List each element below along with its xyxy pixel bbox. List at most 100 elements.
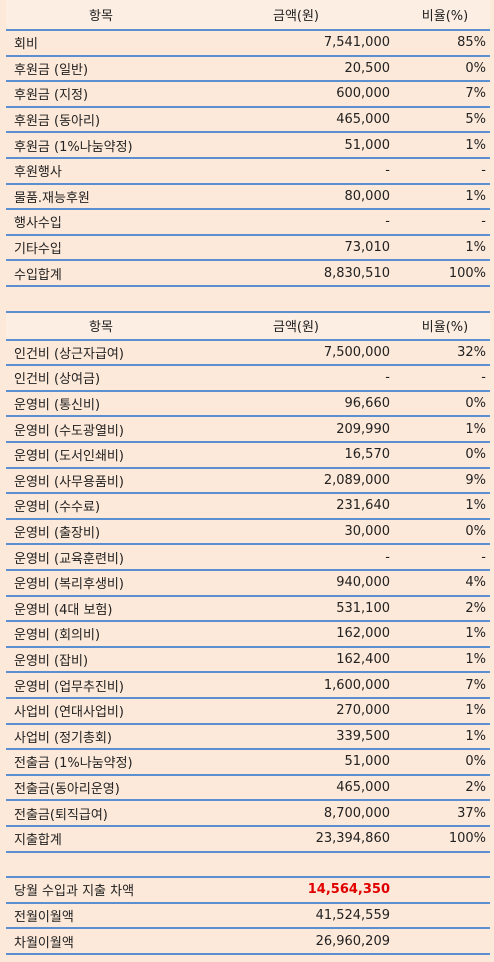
ratio: 1% xyxy=(465,188,486,204)
ratio: 2% xyxy=(465,600,486,616)
item: 전출금 (1%나눔약정) xyxy=(14,756,133,772)
amount: 940,000 xyxy=(336,575,390,591)
amount: - xyxy=(385,549,390,565)
item: 후원금 (1%나눔약정) xyxy=(14,139,133,155)
amount: 270,000 xyxy=(336,703,390,719)
amount: - xyxy=(385,370,390,386)
amount: 14,564,350 xyxy=(307,882,390,898)
item: 운영비 (업무추진비) xyxy=(14,679,124,695)
ratio: 0% xyxy=(465,396,486,412)
amount: 7,541,000 xyxy=(323,35,390,51)
amount: 금액(원) xyxy=(272,9,320,24)
spacer-row xyxy=(6,287,490,313)
table-row: 물품.재능후원 80,000 1% xyxy=(6,185,490,211)
table-row: 운영비 (출장비) 30,000 0% xyxy=(6,520,490,546)
item: 지출합계 xyxy=(14,833,62,849)
item: 회비 xyxy=(14,37,38,53)
item: 전출금(퇴직급여) xyxy=(14,807,108,823)
item: 후원금 (동아리) xyxy=(14,114,101,130)
item: 항목 xyxy=(89,9,113,24)
item: 인건비 (상근자급여) xyxy=(14,346,124,362)
ratio: 1% xyxy=(465,421,486,437)
item: 운영비 (통신비) xyxy=(14,398,101,414)
ratio: 1% xyxy=(465,652,486,668)
amount: 80,000 xyxy=(344,188,391,204)
item: 수입합계 xyxy=(14,267,62,283)
table-row: 지출합계 23,394,860 100% xyxy=(6,827,490,853)
ratio: 비율(%) xyxy=(421,9,469,24)
amount: 73,010 xyxy=(344,240,391,256)
table-row: 운영비 (회의비) 162,000 1% xyxy=(6,622,490,648)
ratio: - xyxy=(481,370,486,386)
summary-row: 차월이월액 26,960,209 xyxy=(6,929,490,955)
amount: 26,960,209 xyxy=(315,933,390,949)
amount: 1,600,000 xyxy=(323,677,390,693)
ratio: 1% xyxy=(465,703,486,719)
item: 후원금 (일반) xyxy=(14,62,89,78)
table-row: 후원금 (1%나눔약정) 51,000 1% xyxy=(6,133,490,159)
summary-row: 전월이월액 41,524,559 xyxy=(6,904,490,930)
ratio: 0% xyxy=(465,447,486,463)
item: 운영비 (수수료) xyxy=(14,500,101,516)
item: 차월이월액 xyxy=(14,935,74,951)
ratio: 4% xyxy=(465,575,486,591)
ratio: 5% xyxy=(465,112,486,128)
amount: 339,500 xyxy=(336,728,390,744)
amount: 41,524,559 xyxy=(315,908,390,924)
item: 운영비 (잡비) xyxy=(14,654,89,670)
amount: 7,500,000 xyxy=(323,344,390,360)
header-row: 항목 금액(원) 비율(%) xyxy=(6,312,490,341)
item: 운영비 (복리후생비) xyxy=(14,577,124,593)
ratio: 0% xyxy=(465,60,486,76)
table-row: 사업비 (연대사업비) 270,000 1% xyxy=(6,699,490,725)
table-row: 전출금(동아리운영) 465,000 2% xyxy=(6,776,490,802)
table-row: 후원금 (지정) 600,000 7% xyxy=(6,82,490,108)
ratio: 100% xyxy=(448,265,486,281)
ratio: 1% xyxy=(465,728,486,744)
amount: 16,570 xyxy=(344,447,391,463)
amount: 금액(원) xyxy=(272,320,320,336)
item: 당월 수입과 지출 차액 xyxy=(14,884,135,900)
amount: 30,000 xyxy=(344,524,391,540)
amount: 23,394,860 xyxy=(315,831,390,847)
ratio: - xyxy=(481,163,486,179)
ratio: 7% xyxy=(465,86,486,102)
table-row: 운영비 (수도광열비) 209,990 1% xyxy=(6,417,490,443)
item: 후원금 (지정) xyxy=(14,88,89,104)
item: 운영비 (4대 보험) xyxy=(14,602,113,618)
ratio: 0% xyxy=(465,754,486,770)
item: 행사수입 xyxy=(14,216,62,232)
ratio: 1% xyxy=(465,498,486,514)
table-row: 전출금 (1%나눔약정) 51,000 0% xyxy=(6,750,490,776)
amount: 8,700,000 xyxy=(323,805,390,821)
table-row: 운영비 (사무용품비) 2,089,000 9% xyxy=(6,469,490,495)
item: 전출금(동아리운영) xyxy=(14,782,120,798)
table-row: 운영비 (4대 보험) 531,100 2% xyxy=(6,597,490,623)
amount: 96,660 xyxy=(344,396,391,412)
spacer-row xyxy=(6,853,490,879)
table-row: 회비 7,541,000 85% xyxy=(6,31,490,57)
item: 운영비 (사무용품비) xyxy=(14,474,124,490)
table-row: 기타수입 73,010 1% xyxy=(6,236,490,262)
ratio: 1% xyxy=(465,626,486,642)
table-row: 전출금(퇴직급여) 8,700,000 37% xyxy=(6,801,490,827)
item: 운영비 (수도광열비) xyxy=(14,423,124,439)
amount: 20,500 xyxy=(344,60,391,76)
table-row: 운영비 (교육훈련비) - - xyxy=(6,545,490,571)
item: 운영비 (교육훈련비) xyxy=(14,551,124,567)
ratio: 37% xyxy=(457,805,486,821)
item: 항목 xyxy=(89,320,113,336)
amount: 51,000 xyxy=(344,137,391,153)
ratio: 비율(%) xyxy=(421,320,469,336)
amount: 465,000 xyxy=(336,112,390,128)
amount: 231,640 xyxy=(336,498,390,514)
item: 후원행사 xyxy=(14,165,62,181)
amount: 600,000 xyxy=(336,86,390,102)
amount: 531,100 xyxy=(336,600,390,616)
amount: 162,400 xyxy=(336,652,390,668)
amount: 8,830,510 xyxy=(323,265,390,281)
summary-row: 당월 수입과 지출 차액 14,564,350 xyxy=(6,878,490,904)
header-row: 항목 금액(원) 비율(%) xyxy=(6,0,490,31)
item: 전월이월액 xyxy=(14,910,74,926)
